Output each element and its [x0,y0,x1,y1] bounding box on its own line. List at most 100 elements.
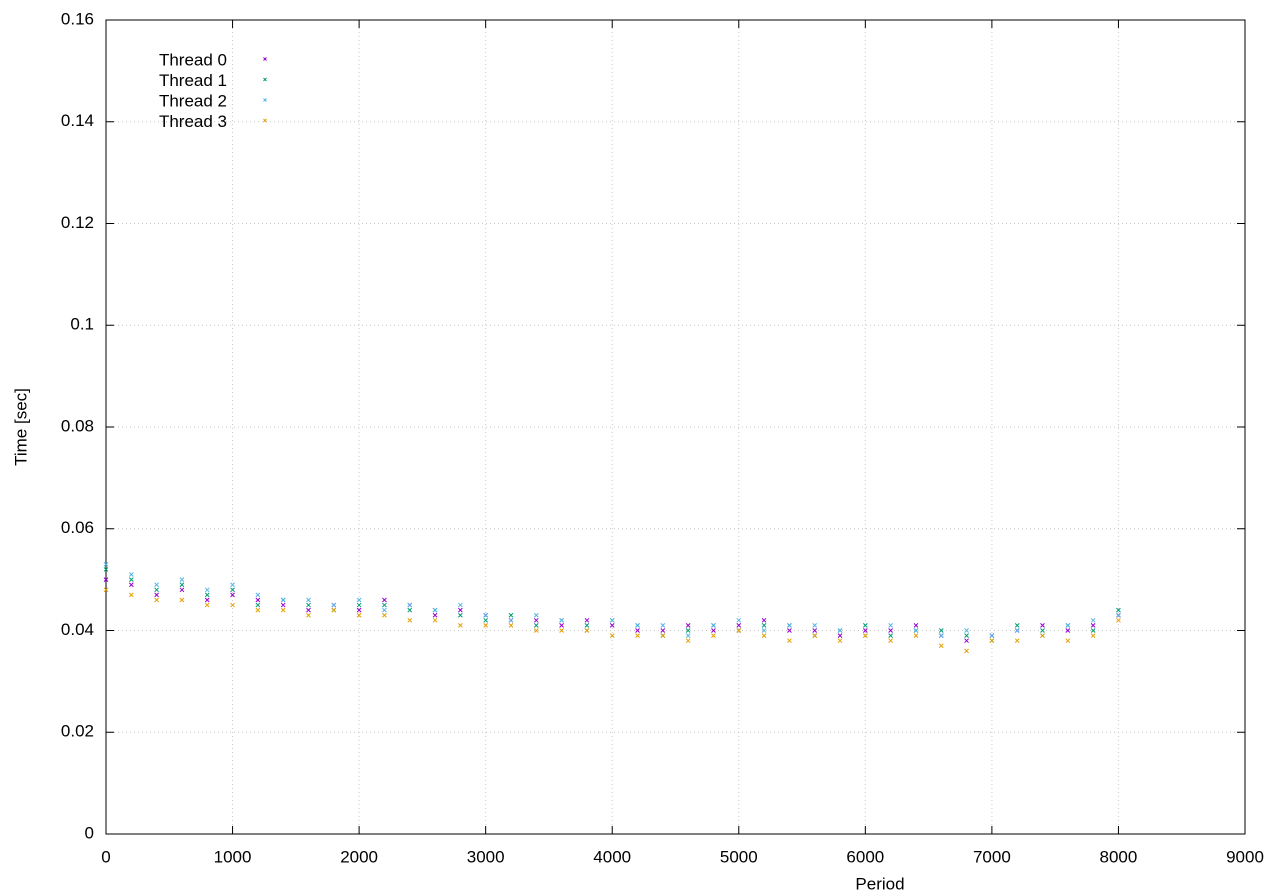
point [913,623,919,628]
x-tick-label: 0 [101,847,110,866]
y-axis-label: Time [sec] [11,388,30,466]
point [382,612,387,618]
point [584,617,590,623]
point [837,638,843,644]
point [483,612,489,618]
y-tick-label: 0.08 [61,416,94,435]
point [306,612,311,618]
point [888,628,893,633]
point [1040,633,1045,638]
point [483,623,489,628]
point [1116,612,1121,618]
point [1090,628,1096,633]
point [407,607,413,613]
point [103,562,109,567]
x-tick-label: 4000 [593,847,631,866]
point [407,602,413,608]
point [685,623,691,628]
point [660,628,666,633]
point [103,577,109,582]
y-tick-label: 0.14 [61,111,94,130]
legend-swatch [263,57,267,61]
point [736,628,742,633]
point [204,597,210,603]
point [761,628,767,633]
point [128,572,134,577]
point [761,617,767,623]
point [154,587,159,593]
x-tick-label: 2000 [340,847,378,866]
point [964,648,969,654]
point [280,607,286,613]
point [660,633,666,638]
point [685,638,691,644]
point [711,623,716,628]
point [736,623,742,628]
y-tick-label: 0.06 [61,518,94,537]
point [230,602,235,608]
plot-frame [105,19,1246,835]
point [458,602,463,608]
x-tick-label: 7000 [973,847,1011,866]
point [888,638,893,644]
point [154,597,159,603]
point [103,567,109,572]
point [1090,617,1096,623]
point [128,577,134,582]
point [103,587,109,593]
point [458,623,463,628]
point [938,633,944,638]
point [913,628,919,633]
point [559,617,564,623]
x-tick-label: 1000 [214,847,252,866]
point [154,582,159,588]
point [179,597,185,603]
point [862,633,868,638]
x-tick-label: 6000 [846,847,884,866]
point [609,633,615,638]
point [1040,628,1045,633]
y-tick-label: 0.16 [61,9,94,28]
point [230,587,235,593]
point [533,623,539,628]
point [1090,623,1096,628]
point [306,602,311,608]
point [179,587,185,593]
point [382,602,387,608]
y-tick-label: 0.1 [70,315,94,334]
legend-label: Thread 2 [159,91,227,110]
point [888,623,893,628]
point [1014,628,1020,633]
point [458,607,463,613]
point [356,602,362,608]
point [1014,623,1020,628]
point [356,607,362,613]
point [761,633,767,638]
point [255,602,261,608]
point [255,592,261,598]
point [432,617,438,623]
point [1040,623,1045,628]
point [204,602,210,608]
point [306,597,311,603]
point [255,597,261,603]
point [331,607,337,613]
point [609,617,615,623]
point [559,628,564,633]
point [382,597,387,603]
point [862,628,868,633]
point [584,623,590,628]
point [964,628,969,633]
y-tick-label: 0.12 [61,213,94,232]
x-tick-label: 3000 [467,847,505,866]
point [812,628,818,633]
point [230,582,235,588]
x-axis-label: Period [855,874,904,893]
point [1014,638,1020,644]
y-tick-label: 0.04 [61,620,94,639]
point [508,612,514,618]
point [685,633,691,638]
point [533,628,539,633]
point [837,633,843,638]
